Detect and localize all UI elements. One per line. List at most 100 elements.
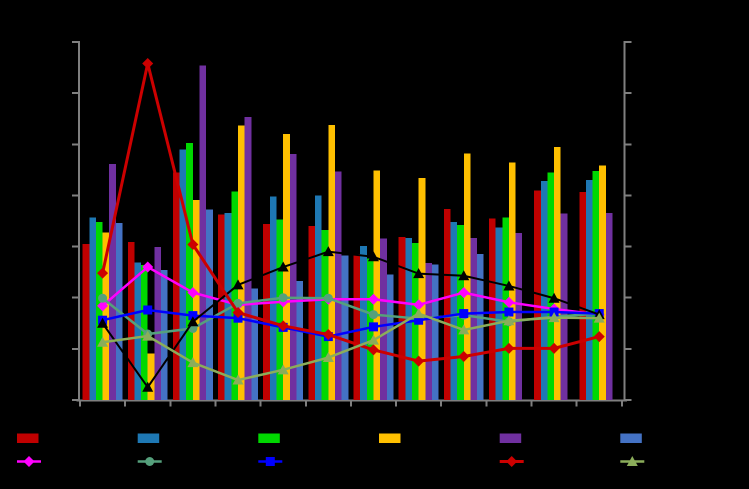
marker-diamond-red-line-g11 — [548, 342, 560, 354]
bar-gold-bars-g7 — [373, 170, 381, 400]
marker-triangle-olive-line-g9 — [458, 324, 470, 335]
marker-diamond-red-line-g5 — [277, 320, 289, 332]
marker-triangle-black-line-g10 — [503, 280, 515, 291]
marker-square-blue-line-g8 — [414, 315, 424, 325]
marker-triangle-olive-line-g1 — [97, 336, 109, 347]
bar-cornflower-bars-g8 — [431, 264, 439, 400]
bar-gold-bars-g5 — [283, 134, 290, 401]
marker-diamond-magenta-line-g8 — [413, 299, 425, 311]
marker-diamond-magenta-line-g2 — [142, 261, 154, 273]
line-path-magenta-line — [101, 265, 600, 316]
marker-diamond-red-line-g7 — [367, 344, 379, 356]
bar-steel-blue-bars-g9 — [450, 222, 458, 400]
legend-entry-red-line — [499, 456, 524, 467]
legend-marker-blue-line — [265, 457, 275, 466]
marker-circle-seagreen-line-g4 — [233, 298, 243, 308]
bar-purple-bars-g11 — [560, 213, 568, 400]
bar-gold-bars-g3 — [192, 200, 200, 400]
legend-marker-red-line — [506, 456, 518, 467]
marker-triangle-olive-line-g7 — [367, 334, 379, 345]
bar-green-bars-g11 — [547, 172, 555, 400]
bar-steel-blue-bars-g1 — [89, 217, 96, 400]
marker-diamond-red-line-g9 — [458, 351, 470, 363]
line-series-black-line — [97, 246, 605, 392]
bar-purple-bars-g1 — [109, 164, 116, 400]
bar-green-bars-g3 — [186, 142, 193, 400]
marker-triangle-olive-line-g11 — [548, 312, 560, 323]
bar-purple-bars-g9 — [470, 237, 478, 400]
bar-purple-bars-g6 — [334, 171, 342, 400]
bar-dark-red-bars-g3 — [172, 172, 180, 400]
bar-cornflower-bars-g4 — [251, 288, 258, 400]
marker-diamond-red-line-g1 — [97, 267, 109, 279]
marker-diamond-red-line-g2 — [142, 57, 154, 69]
bar-steel-blue-bars-g12 — [585, 180, 593, 400]
legend-entry-blue-line — [258, 457, 283, 466]
legend-swatch-dark-red-bars — [17, 433, 39, 443]
bar-dark-red-bars-g10 — [488, 218, 496, 400]
marker-triangle-olive-line-g8 — [413, 308, 425, 319]
marker-triangle-olive-line-g3 — [187, 357, 199, 368]
marker-circle-seagreen-line-g1 — [98, 293, 108, 303]
bar-purple-bars-g4 — [244, 117, 252, 401]
line-series-olive-line — [97, 308, 605, 385]
marker-triangle-black-line-g6 — [322, 246, 334, 257]
bar-green-bars-g5 — [276, 219, 284, 400]
bar-cornflower-bars-g6 — [341, 255, 349, 400]
legend-marker-seagreen-line — [145, 457, 155, 466]
marker-square-blue-line-g2 — [143, 305, 153, 315]
legend-swatch-steel-blue-bars — [137, 433, 160, 443]
marker-diamond-red-line-g3 — [187, 239, 199, 251]
line-path-blue-line — [102, 308, 600, 338]
marker-triangle-olive-line-g5 — [277, 364, 289, 375]
line-series-red-line — [97, 57, 605, 367]
bar-green-bars-g1 — [95, 222, 103, 400]
marker-diamond-red-line-g8 — [413, 355, 425, 367]
marker-diamond-magenta-line-g7 — [367, 293, 379, 305]
bar-dark-red-bars-g6 — [308, 226, 315, 400]
line-path-olive-line — [102, 312, 600, 382]
bar-dark-red-bars-g9 — [443, 209, 451, 400]
marker-diamond-red-line-g4 — [232, 307, 244, 319]
marker-triangle-black-line-g7 — [367, 251, 379, 262]
marker-circle-seagreen-line-g7 — [368, 310, 378, 320]
marker-square-blue-line-g7 — [368, 322, 378, 332]
legend-swatch-gold-bars — [379, 433, 401, 443]
bar-cornflower-bars-g5 — [296, 280, 304, 400]
bar-purple-bars-g8 — [425, 262, 432, 400]
bar-steel-blue-bars-g2 — [134, 262, 142, 400]
marker-diamond-red-line-g6 — [322, 329, 334, 341]
legend-entry-seagreen-line — [137, 457, 162, 466]
legend-entry-olive-line — [620, 456, 645, 466]
line-path-red-line — [101, 63, 600, 363]
legend-entry-magenta-line — [17, 456, 41, 467]
marker-circle-seagreen-line-g5 — [278, 293, 288, 303]
marker-triangle-olive-line-g10 — [503, 315, 515, 326]
bar-gold-bars-g4 — [238, 125, 245, 400]
legend — [17, 433, 645, 467]
marker-triangle-black-line-g3 — [187, 316, 199, 327]
marker-triangle-black-line-g8 — [413, 268, 425, 279]
lines-layer — [97, 57, 605, 392]
bar-steel-blue-bars-g10 — [495, 227, 503, 400]
marker-diamond-magenta-line-g10 — [503, 296, 515, 308]
bar-green-bars-g6 — [321, 230, 329, 400]
marker-diamond-magenta-line-g9 — [458, 287, 470, 299]
bar-gold-bars-g2 — [147, 353, 155, 400]
marker-square-blue-line-g4 — [233, 313, 243, 323]
bar-cornflower-bars-g2 — [161, 270, 168, 400]
marker-triangle-black-line-g2 — [142, 381, 154, 392]
bar-purple-bars-g5 — [289, 154, 297, 400]
bar-gold-bars-g6 — [328, 124, 335, 400]
legend-marker-olive-line — [626, 456, 638, 466]
bar-gold-bars-g10 — [508, 162, 516, 400]
bar-steel-blue-bars-g7 — [360, 246, 367, 400]
bar-gold-bars-g11 — [554, 146, 561, 400]
marker-square-blue-line-g11 — [549, 307, 559, 317]
marker-triangle-black-line-g11 — [548, 292, 560, 303]
legend-swatch-cornflower-bars — [620, 433, 642, 443]
marker-triangle-black-line-g9 — [458, 270, 470, 281]
marker-triangle-black-line-g4 — [232, 279, 244, 290]
bar-purple-bars-g10 — [515, 232, 523, 400]
